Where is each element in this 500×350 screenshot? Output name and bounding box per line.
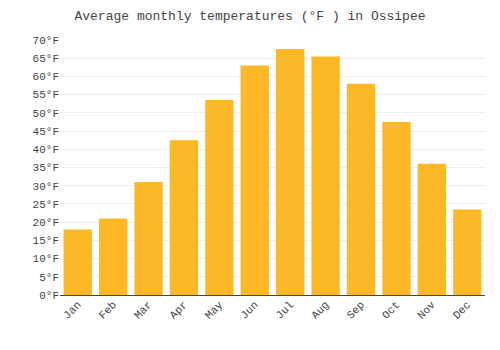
svg-text:30°F: 30°F [33, 181, 59, 193]
svg-text:Nov: Nov [415, 299, 438, 322]
svg-text:25°F: 25°F [33, 199, 59, 211]
svg-text:May: May [203, 299, 226, 322]
svg-text:20°F: 20°F [33, 217, 59, 229]
svg-text:70°F: 70°F [33, 35, 59, 47]
svg-text:Jan: Jan [61, 299, 83, 321]
svg-text:Sep: Sep [345, 299, 367, 321]
svg-text:10°F: 10°F [33, 253, 59, 265]
svg-text:Jul: Jul [274, 299, 296, 321]
svg-text:40°F: 40°F [33, 144, 59, 156]
svg-text:50°F: 50°F [33, 108, 59, 120]
svg-text:55°F: 55°F [33, 89, 59, 101]
svg-text:0°F: 0°F [39, 290, 59, 302]
svg-text:60°F: 60°F [33, 71, 59, 83]
svg-text:15°F: 15°F [33, 235, 59, 247]
svg-text:Feb: Feb [97, 299, 119, 321]
svg-text:45°F: 45°F [33, 126, 59, 138]
svg-text:35°F: 35°F [33, 162, 59, 174]
svg-text:65°F: 65°F [33, 53, 59, 65]
svg-text:5°F: 5°F [39, 272, 59, 284]
svg-text:Mar: Mar [132, 299, 154, 321]
svg-text:Oct: Oct [380, 299, 402, 321]
svg-text:Dec: Dec [451, 299, 473, 321]
svg-text:Average monthly temperatures (: Average monthly temperatures (°F ) in Os… [74, 9, 425, 24]
svg-text:Apr: Apr [167, 299, 189, 321]
svg-text:Jun: Jun [238, 299, 260, 321]
svg-text:Aug: Aug [309, 299, 331, 321]
